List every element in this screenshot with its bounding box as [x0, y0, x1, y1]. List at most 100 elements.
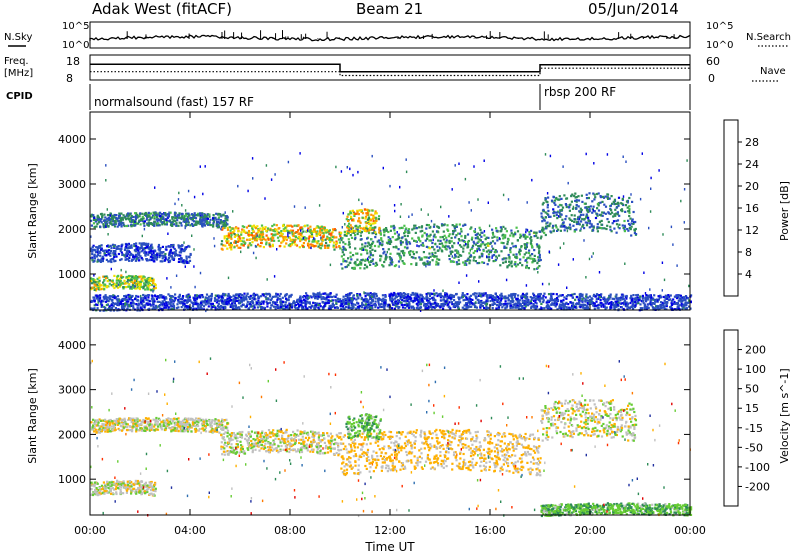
echo-cell: [319, 243, 322, 246]
echo-cell: [628, 205, 631, 208]
echo-cell: [149, 255, 152, 258]
echo-cell: [458, 254, 461, 257]
echo-cell: [505, 230, 508, 233]
echo-cell: [649, 294, 652, 297]
echo-cell: [416, 292, 419, 295]
echo-cell: [201, 212, 204, 215]
echo-cell: [613, 227, 616, 230]
echo-cell: [568, 209, 571, 212]
echo-cell: [672, 298, 675, 301]
echo-cell: [168, 219, 171, 223]
echo-cell: [369, 306, 372, 309]
echo-cell: [348, 293, 351, 296]
echo-cell: [190, 213, 193, 216]
echo-cell: [188, 296, 191, 299]
echo-cell: [114, 283, 117, 286]
echo-cell: [249, 233, 252, 237]
echo-cell: [197, 220, 200, 223]
echo-cell: [426, 260, 429, 263]
echo-cell: [516, 230, 520, 233]
echo-cell: [128, 256, 131, 259]
echo-cell: [289, 303, 292, 306]
echo-cell: [139, 282, 142, 285]
echo-cell: [100, 284, 103, 287]
echo-cell: [176, 219, 179, 222]
echo-cell: [113, 225, 117, 228]
echo-cell: [151, 277, 154, 280]
echo-cell: [392, 303, 395, 306]
echo-cell: [238, 299, 241, 302]
echo-cell: [390, 300, 394, 303]
echo-cell: [529, 242, 532, 245]
echo-cell: [441, 295, 444, 298]
echo-cell: [369, 253, 372, 256]
echo-cell: [496, 239, 499, 242]
echo-cell: [99, 294, 102, 297]
echo-cell: [265, 234, 268, 237]
echo-cell: [415, 251, 418, 254]
echo-cell: [133, 244, 136, 248]
echo-cell: [173, 247, 176, 251]
echo-cell: [237, 237, 240, 240]
echo-cell: [207, 223, 210, 226]
echo-cell: [547, 196, 550, 199]
echo-cell: [454, 249, 457, 252]
echo-cell: [397, 237, 400, 240]
echo-cell: [149, 279, 152, 282]
echo-cell: [115, 214, 118, 217]
echo-cell: [414, 231, 417, 234]
echo-cell: [367, 217, 370, 220]
echo-cell: [162, 222, 165, 225]
echo-cell: [298, 301, 301, 304]
echo-cell: [575, 199, 578, 202]
echo-cell: [128, 285, 131, 288]
echo-cell: [621, 197, 624, 200]
echo-cell: [251, 241, 254, 244]
echo-cell: [512, 233, 515, 236]
echo-cell: [100, 301, 103, 304]
echo-cell: [595, 300, 598, 303]
echo-cell: [342, 258, 345, 261]
echo-cell: [517, 294, 520, 297]
echo-cell: [105, 250, 109, 253]
echo-cell: [546, 225, 549, 228]
echo-cell: [452, 294, 456, 297]
echo-cell: [555, 293, 558, 296]
echo-cell: [535, 302, 538, 305]
echo-cell: [387, 238, 390, 242]
echo-cell: [212, 222, 215, 225]
echo-cell: [500, 228, 503, 231]
echo-cell: [283, 245, 286, 248]
echo-cell: [493, 298, 496, 301]
echo-cell: [542, 208, 545, 211]
echo-cell: [298, 305, 301, 308]
echo-cell: [546, 203, 549, 206]
echo-cell: [124, 245, 127, 248]
echo-cell: [630, 296, 633, 299]
echo-cell: [90, 279, 93, 283]
echo-cell: [130, 221, 133, 224]
echo-cell: [90, 278, 94, 281]
echo-cell: [233, 229, 236, 232]
echo-cell: [592, 192, 595, 195]
echo-cell: [173, 299, 177, 302]
echo-cell: [347, 213, 350, 216]
echo-cell: [548, 299, 551, 302]
echo-cell: [292, 301, 295, 304]
echo-cell: [173, 306, 176, 309]
echo-cell: [120, 223, 123, 226]
freq-line: [90, 63, 690, 73]
echo-cell: [226, 223, 229, 226]
echo-cell: [291, 238, 294, 241]
echo-cell: [220, 240, 224, 243]
echo-cell: [196, 304, 199, 307]
echo-cell: [322, 227, 325, 230]
echo-cell: [550, 303, 553, 306]
echo-cell: [537, 295, 540, 298]
echo-cell: [304, 295, 307, 298]
echo-cell: [152, 251, 155, 255]
echo-cell: [176, 303, 179, 306]
echo-cell: [406, 241, 409, 244]
echo-cell: [351, 209, 354, 212]
